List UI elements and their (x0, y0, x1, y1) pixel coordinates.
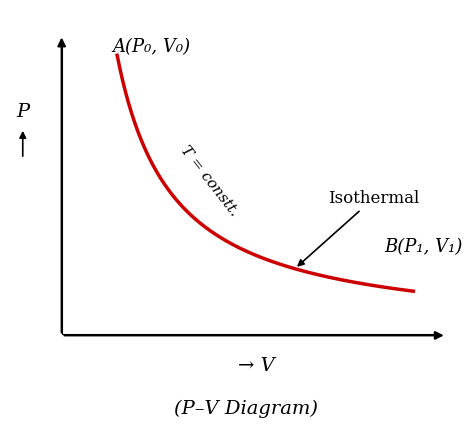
Text: B(P₁, V₁): B(P₁, V₁) (384, 238, 463, 256)
Text: (P–V Diagram): (P–V Diagram) (174, 399, 319, 418)
Text: A(P₀, V₀): A(P₀, V₀) (112, 38, 190, 56)
Text: T = constt.: T = constt. (178, 143, 241, 218)
Text: P: P (16, 104, 29, 122)
Text: Isothermal: Isothermal (298, 190, 419, 266)
Text: → V: → V (237, 357, 274, 375)
